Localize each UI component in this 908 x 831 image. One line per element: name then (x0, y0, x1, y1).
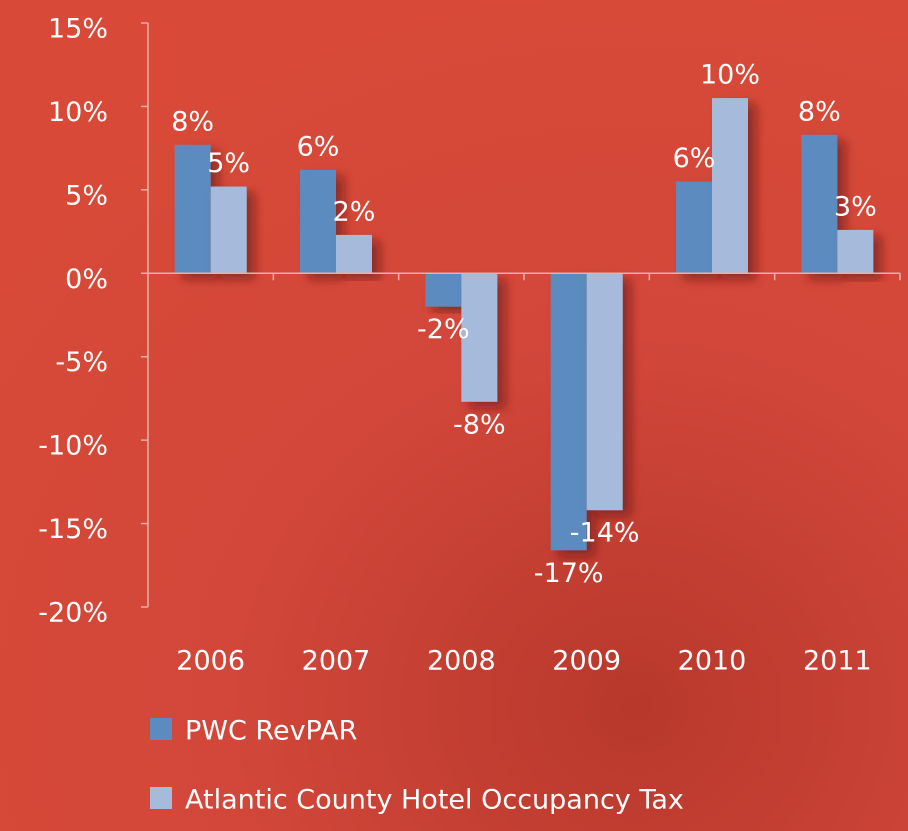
y-tick-label: 10% (48, 97, 108, 128)
data-label: 2% (333, 196, 376, 227)
bar (174, 144, 211, 274)
bar (461, 273, 498, 402)
bar (837, 229, 874, 274)
legend-label: Atlantic County Hotel Occupancy Tax (185, 785, 684, 816)
x-tick-label: 2011 (803, 646, 872, 677)
data-label: 8% (798, 96, 841, 127)
bar (676, 181, 712, 274)
bar (550, 273, 587, 551)
bar (586, 273, 623, 511)
data-label: 3% (834, 191, 877, 222)
legend-label: PWC RevPAR (185, 716, 357, 747)
data-label: -8% (453, 409, 506, 440)
y-tick-label: -20% (38, 598, 108, 629)
data-label: 5% (207, 148, 250, 179)
data-label: 6% (297, 131, 340, 162)
data-label: 10% (700, 60, 760, 91)
y-tick-label: -15% (38, 514, 108, 545)
x-tick-label: 2008 (427, 646, 496, 677)
bar (300, 169, 336, 274)
bar (712, 98, 748, 274)
data-label: -17% (534, 558, 604, 589)
bar (210, 186, 247, 274)
data-label: 8% (171, 106, 214, 137)
bar (336, 234, 372, 274)
legend-swatch (150, 787, 172, 809)
bar (425, 273, 462, 307)
y-tick-label: 5% (65, 180, 108, 211)
x-tick-label: 2009 (552, 646, 621, 677)
x-tick-label: 2006 (176, 646, 245, 677)
x-tick-label: 2007 (302, 646, 371, 677)
y-tick-label: 15% (48, 14, 108, 45)
bar (801, 134, 838, 274)
x-tick-label: 2010 (678, 646, 747, 677)
data-label: -2% (417, 314, 470, 345)
legend-swatch (150, 718, 172, 740)
y-tick-label: -10% (38, 431, 108, 462)
data-label: 6% (673, 143, 716, 174)
data-label: -14% (570, 518, 640, 549)
y-tick-label: -5% (55, 347, 108, 378)
y-tick-label: 0% (65, 264, 108, 295)
